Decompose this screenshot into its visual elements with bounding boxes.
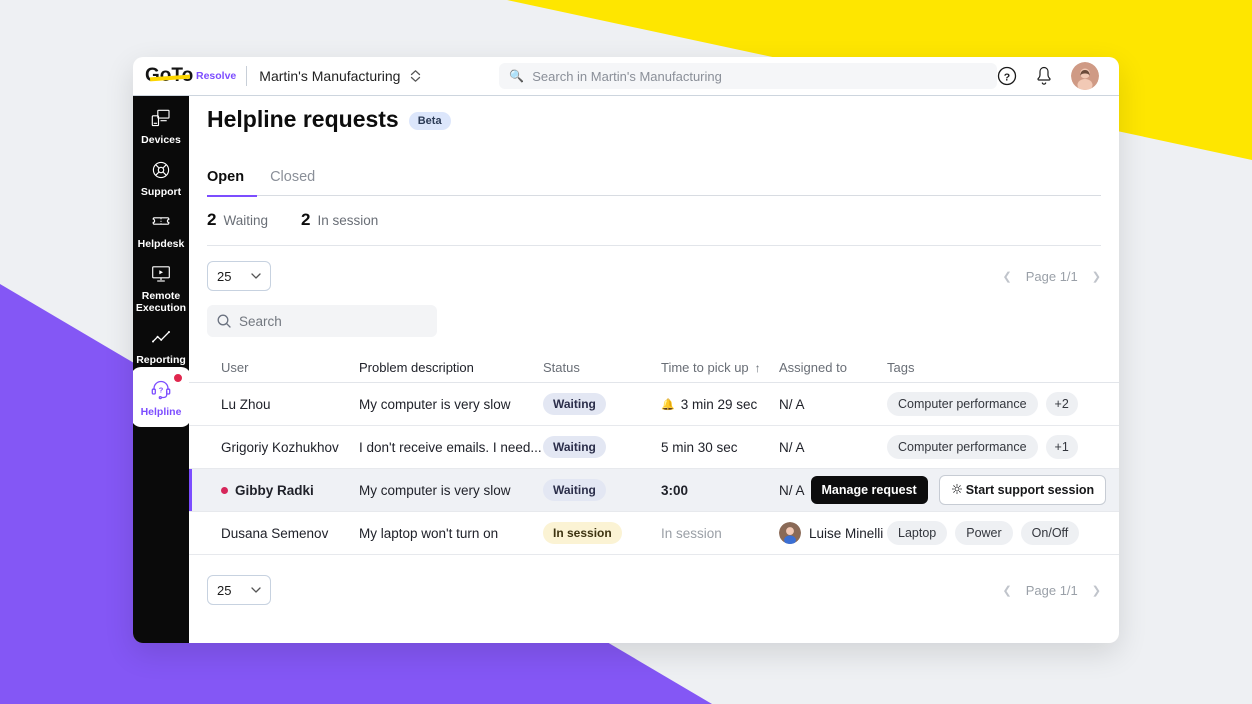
svg-text:?: ? — [159, 385, 164, 394]
